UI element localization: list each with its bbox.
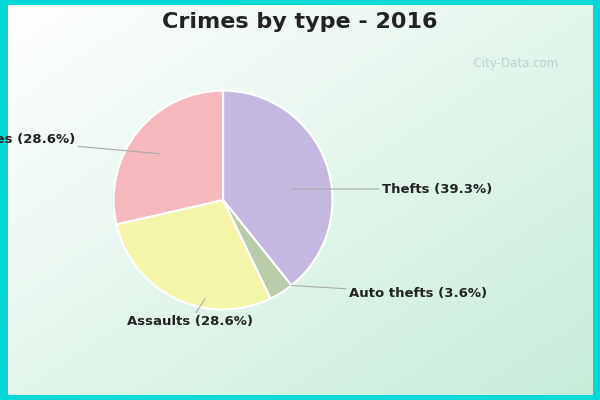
Wedge shape bbox=[113, 90, 223, 224]
Wedge shape bbox=[223, 90, 332, 286]
Text: Auto thefts (3.6%): Auto thefts (3.6%) bbox=[292, 286, 487, 300]
Text: Burglaries (28.6%): Burglaries (28.6%) bbox=[0, 133, 160, 154]
Text: Assaults (28.6%): Assaults (28.6%) bbox=[127, 299, 253, 328]
Text: Thefts (39.3%): Thefts (39.3%) bbox=[292, 182, 492, 196]
Wedge shape bbox=[116, 200, 271, 310]
Wedge shape bbox=[223, 200, 292, 298]
Text: Crimes by type - 2016: Crimes by type - 2016 bbox=[162, 12, 438, 32]
Text: City-Data.com: City-Data.com bbox=[466, 58, 558, 70]
